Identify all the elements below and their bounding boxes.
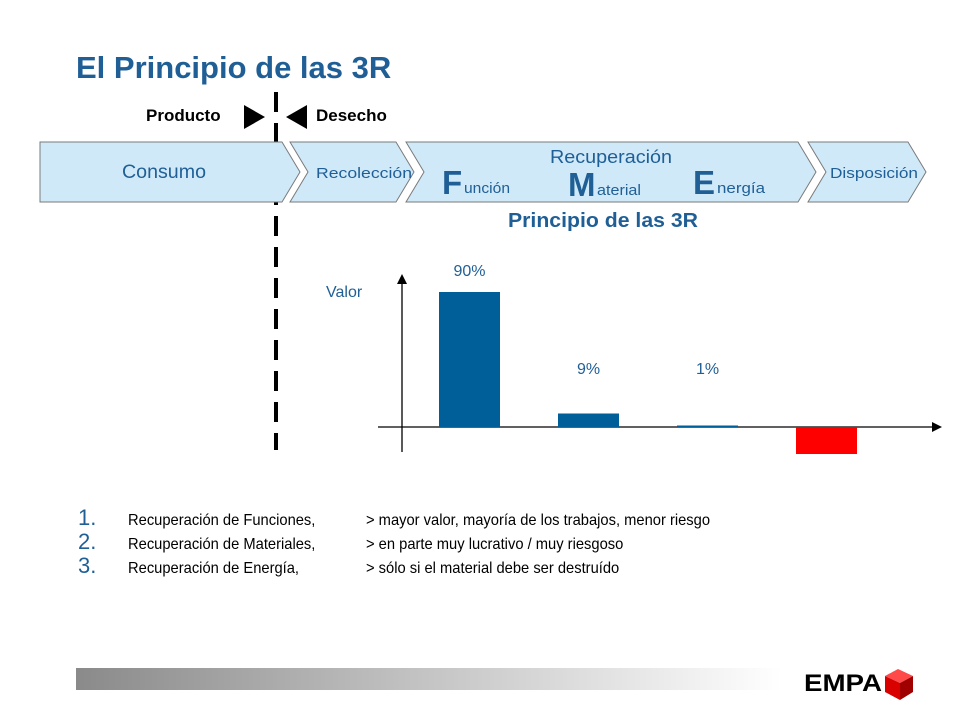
disposicion-stage <box>807 141 927 203</box>
bar-data-label-3: 1% <box>696 361 719 378</box>
arrow-left-icon <box>286 105 307 129</box>
funcion-rest: unción <box>464 180 510 197</box>
list-number: 2. <box>78 529 97 554</box>
list-item: 2. Recuperación de Materiales, > en part… <box>78 529 858 556</box>
page-title: El Principio de las 3R <box>76 50 392 85</box>
consumo-label: Consumo <box>122 162 206 183</box>
recoleccion-label: Recolección <box>316 165 412 182</box>
list-item-description: > sólo si el material debe ser destruído <box>366 560 620 577</box>
list-item-description: > mayor valor, mayoría de los trabajos, … <box>366 512 711 529</box>
empa-cube-icon <box>885 669 913 700</box>
recuperacion-label: Recuperación <box>550 147 672 167</box>
funcion-initial: F <box>442 164 462 201</box>
bar-data-label-1: 90% <box>453 263 485 280</box>
disposicion-label: Disposición <box>830 165 918 182</box>
empa-logo-text: EMPA <box>804 670 882 697</box>
list-number: 1. <box>78 505 97 530</box>
list-item-description: > en parte muy lucrativo / muy riesgoso <box>366 536 624 553</box>
bar-2 <box>558 413 619 427</box>
material-initial: M <box>568 166 596 203</box>
desecho-label: Desecho <box>316 106 387 125</box>
bar-3 <box>677 425 738 427</box>
footer-gradient-bar <box>76 668 782 690</box>
consumo-stage <box>39 141 301 203</box>
chart-title: Principio de las 3R <box>508 210 699 232</box>
list-item: 3. Recuperación de Energía, > sólo si el… <box>78 553 858 580</box>
bar-data-label-2: 9% <box>577 361 600 378</box>
list-number: 3. <box>78 553 97 578</box>
material-rest: aterial <box>597 182 641 199</box>
list-item: 1. Recuperación de Funciones, > mayor va… <box>78 505 858 532</box>
bar-1 <box>439 292 500 427</box>
list-item-label: Recuperación de Funciones, <box>128 512 316 529</box>
y-axis-label: Valor <box>326 284 363 301</box>
x-axis-arrow-icon <box>932 422 942 432</box>
energia-rest: nergía <box>717 180 766 197</box>
recuperacion-stage <box>405 141 817 203</box>
y-axis-arrow-icon <box>397 274 407 284</box>
producto-label: Producto <box>146 106 221 125</box>
recovery-list: 1. Recuperación de Funciones, > mayor va… <box>78 505 858 580</box>
list-item-label: Recuperación de Energía, <box>128 560 300 577</box>
energia-initial: E <box>693 164 715 201</box>
recoleccion-stage <box>289 141 415 203</box>
list-item-label: Recuperación de Materiales, <box>128 536 316 553</box>
bar-4 <box>796 427 857 454</box>
arrow-right-icon <box>244 105 265 129</box>
